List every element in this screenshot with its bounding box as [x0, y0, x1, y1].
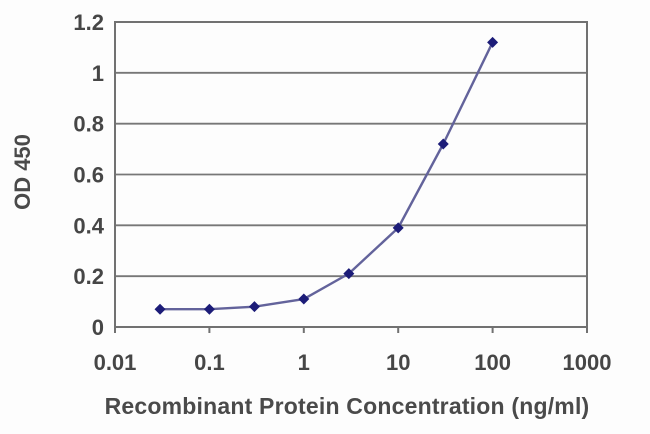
x-axis-title: Recombinant Protein Concentration (ng/ml…: [104, 393, 590, 419]
y-tick-label: 0.8: [73, 112, 104, 137]
data-point-marker: [154, 303, 166, 315]
data-point-marker: [343, 268, 355, 280]
y-tick-label: 1.2: [73, 10, 104, 35]
data-point-marker: [203, 303, 215, 315]
data-point-marker: [437, 138, 449, 150]
y-tick-label: 0.2: [73, 264, 104, 289]
y-tick-label: 0.6: [73, 163, 104, 188]
plot-frame: [114, 21, 588, 328]
data-point-marker: [487, 36, 499, 48]
y-tick-label: 0: [92, 315, 104, 340]
x-tick-label: 0.1: [194, 350, 225, 375]
data-point-marker: [392, 222, 404, 234]
x-tick-label: 1000: [563, 350, 612, 375]
x-tick-label: 1: [298, 350, 310, 375]
y-tick-label: 1: [92, 61, 104, 86]
y-tick-label: 0.4: [73, 213, 104, 238]
data-point-marker: [298, 293, 310, 305]
data-point-marker: [248, 301, 260, 313]
x-tick-label: 100: [474, 350, 511, 375]
x-tick-label: 0.01: [94, 350, 137, 375]
series-line: [160, 41, 494, 311]
x-tick-label: 10: [386, 350, 410, 375]
